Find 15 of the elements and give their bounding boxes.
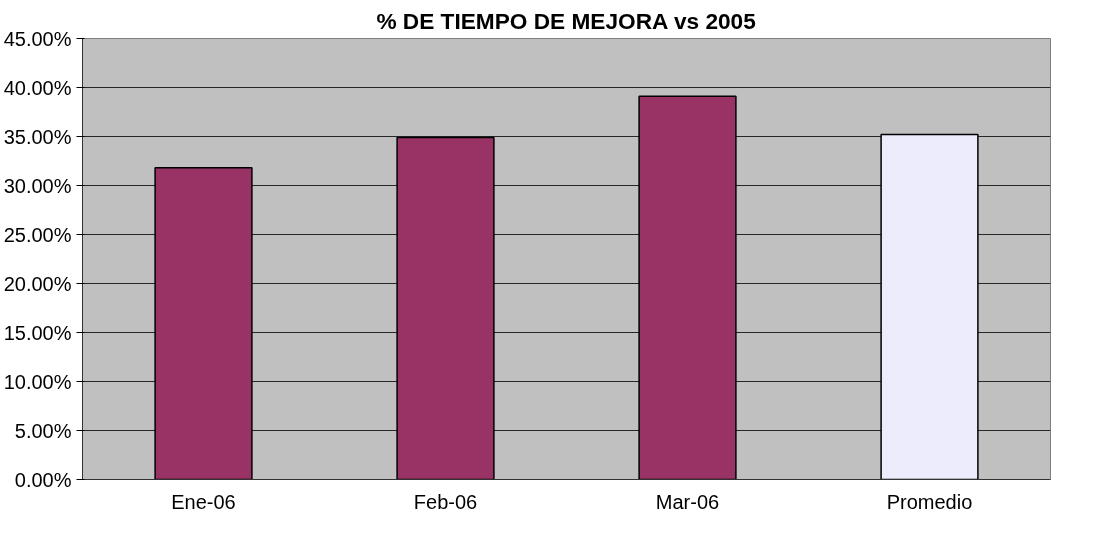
y-tick-label: 20.00%	[3, 272, 72, 295]
y-tick-label: 35.00%	[3, 125, 72, 148]
y-tick-label: 25.00%	[3, 223, 72, 246]
x-tick-label: Ene-06	[171, 490, 236, 513]
chart-title: % DE TIEMPO DE MEJORA vs 2005	[376, 7, 756, 34]
x-tick-label: Feb-06	[413, 490, 478, 513]
x-tick-label: Promedio	[886, 490, 973, 513]
x-tick-label: Mar-06	[655, 490, 720, 513]
y-tick-label: 30.00%	[3, 174, 72, 197]
y-tick-label: 5.00%	[14, 419, 72, 442]
y-tick-label: 45.00%	[3, 27, 72, 50]
y-tick-label: 40.00%	[3, 76, 72, 99]
y-tick-label: 10.00%	[3, 370, 72, 393]
y-tick-label: 15.00%	[3, 321, 72, 344]
y-tick-label: 0.00%	[14, 468, 72, 491]
